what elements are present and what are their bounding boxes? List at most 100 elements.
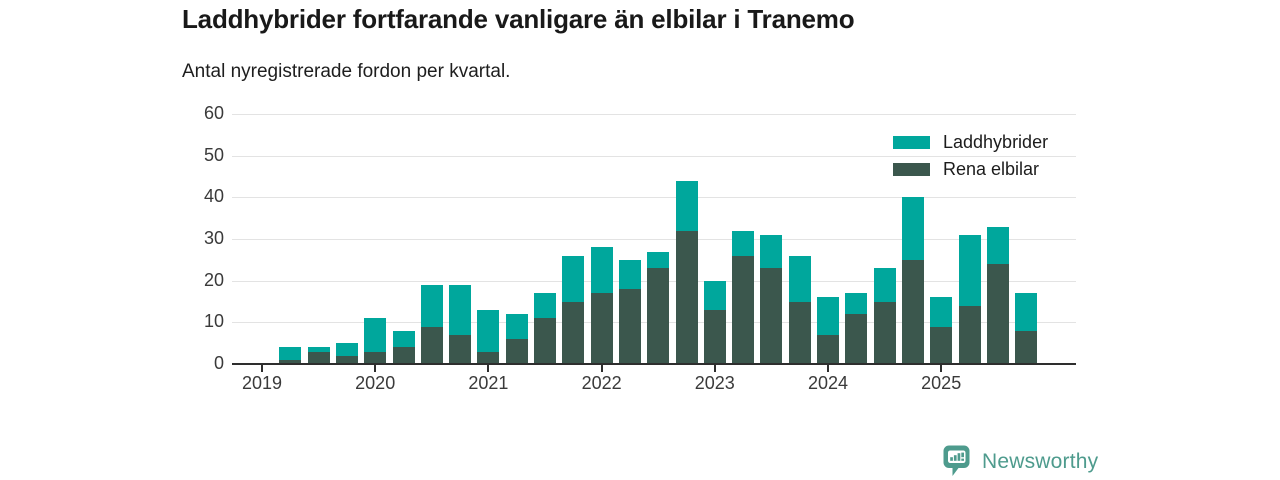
newsworthy-wordmark: Newsworthy [982,449,1099,473]
bar-segment-laddhybrider [845,293,868,314]
bar-segment-laddhybrider [279,347,302,360]
bar-segment-laddhybrider [788,255,811,302]
bar-segment-rena-elbilar [986,264,1009,364]
x-axis-label-2022: 2022 [581,373,622,393]
bar-segment-rena-elbilar [817,334,839,364]
y-axis-label-10: 10 [203,311,224,332]
bar-segment-rena-elbilar [392,347,415,364]
bar-segment-laddhybrider [675,180,698,231]
legend-label-laddhybrider: Laddhybrider [943,132,1049,152]
bar-segment-rena-elbilar [958,305,981,364]
x-axis-tick-2019 [261,365,263,372]
legend-label-rena-elbilar: Rena elbilar [943,159,1040,179]
bar-2024-k1 [817,297,839,364]
bar-segment-rena-elbilar [477,351,500,364]
bar-segment-laddhybrider [477,309,500,352]
y-axis-label-40: 40 [203,186,224,207]
newsworthy-logo: Newsworthy [943,445,1098,478]
bar-segment-rena-elbilar [505,339,528,364]
bar-2022-k4 [675,180,698,364]
bar-segment-laddhybrider [307,347,330,352]
bar-2021-k3 [534,293,556,364]
legend-item-laddhybrider: Laddhybrider [893,129,1048,156]
y-axis-label-50: 50 [203,144,224,165]
bar-2019-k3 [307,347,330,364]
bar-2025-k2 [958,234,981,364]
x-axis-label-2019: 2019 [241,373,283,393]
bar-2023-k1 [703,280,726,364]
bar-2025-k3 [986,226,1009,364]
bar-segment-laddhybrider [420,284,443,327]
bar-segment-rena-elbilar [307,351,330,364]
gridline-30 [232,239,1076,240]
gridline-50 [232,155,1076,157]
bar-2019-k2 [279,347,302,364]
bar-2019-k4 [335,343,358,364]
newsworthy-badge-icon [943,445,970,476]
bar-segment-rena-elbilar [364,351,387,364]
x-axis-line [232,362,1076,365]
bar-segment-laddhybrider [873,268,896,302]
x-axis-label-2021: 2021 [468,373,509,393]
bar-segment-laddhybrider [817,297,839,335]
bar-2024-k3 [873,268,896,364]
bar-segment-laddhybrider [647,251,670,269]
bar-segment-rena-elbilar [534,318,556,364]
x-axis-label-2023: 2023 [694,373,735,393]
bar-segment-rena-elbilar [845,314,868,364]
bar-segment-rena-elbilar [420,326,443,364]
bar-segment-rena-elbilar [647,268,670,364]
x-axis-tick-2024 [827,365,829,372]
bar-segment-laddhybrider [449,284,472,335]
legend-swatch-laddhybrider-icon [893,136,930,149]
bar-2024-k4 [901,197,924,364]
x-axis-label-2025: 2025 [921,373,962,393]
bar-segment-laddhybrider [335,343,358,356]
bar-2025-k1 [930,297,953,364]
bar-2021-k2 [505,314,528,364]
bar-2020-k4 [449,284,472,364]
bar-segment-rena-elbilar [788,301,811,364]
bar-segment-rena-elbilar [675,230,698,364]
gridline-40 [232,197,1076,199]
bar-2023-k2 [732,230,755,364]
bar-2023-k3 [760,234,783,364]
bar-segment-laddhybrider [590,247,613,294]
bar-segment-laddhybrider [505,314,528,339]
bar-segment-rena-elbilar [901,259,924,364]
y-axis-label-60: 60 [203,103,224,123]
x-axis-tick-2023 [713,365,716,372]
bar-segment-laddhybrider [364,318,387,352]
x-axis-tick-2025 [940,365,943,372]
y-axis-label-20: 20 [203,269,224,290]
legend-swatch-rena-elbilar-icon [893,163,930,176]
x-axis-label-2020: 2020 [355,373,396,393]
bar-segment-laddhybrider [534,293,556,319]
legend: Laddhybrider Rena elbilar [893,129,1048,183]
bar-2022-k3 [647,251,670,364]
legend-item-rena-elbilar: Rena elbilar [893,156,1048,183]
bar-segment-rena-elbilar [562,301,585,364]
bar-2022-k2 [618,259,641,364]
y-axis-label-0: 0 [213,353,224,373]
bar-segment-rena-elbilar [703,309,726,364]
x-axis-tick-2021 [487,365,490,372]
chart-title: Laddhybrider fortfarande vanligare än el… [182,4,855,34]
bar-2025-k4 [1015,293,1038,364]
bar-2023-k4 [788,255,811,364]
bar-segment-rena-elbilar [732,255,755,364]
bar-segment-laddhybrider [703,280,726,310]
y-axis-label-30: 30 [203,228,224,248]
bar-segment-rena-elbilar [618,289,641,364]
bar-segment-rena-elbilar [590,293,613,364]
bar-segment-rena-elbilar [873,301,896,364]
bar-segment-laddhybrider [392,330,415,348]
bar-segment-laddhybrider [930,297,953,327]
x-axis-label-2024: 2024 [807,373,849,393]
bar-2021-k4 [562,255,585,364]
bar-segment-rena-elbilar [760,268,783,364]
bar-segment-rena-elbilar [279,359,302,364]
bar-segment-laddhybrider [732,230,755,256]
bar-segment-laddhybrider [986,226,1009,264]
bar-segment-rena-elbilar [449,334,472,364]
